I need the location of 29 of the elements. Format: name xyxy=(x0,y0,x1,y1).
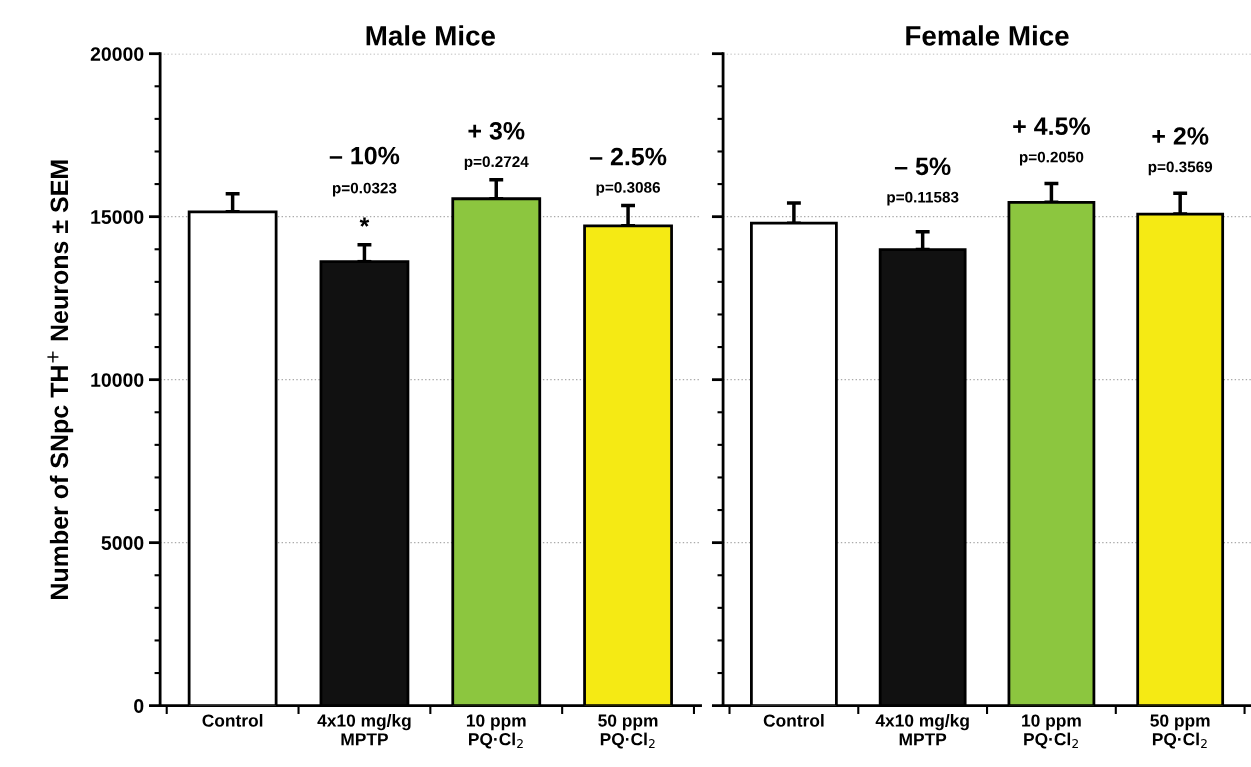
annotation: p=0.3086 xyxy=(596,181,660,196)
annotation: p=0.0323 xyxy=(332,182,397,197)
x-tick-label: 50 ppm PQ·Cl$_{2}$ xyxy=(1150,714,1210,749)
y-tick-label: 15000 xyxy=(91,210,144,224)
y-tick-label: 0 xyxy=(134,699,144,713)
x-tick-label: 50 ppm PQ·Cl$_{2}$ xyxy=(598,714,658,749)
annotation: * xyxy=(359,217,370,227)
annotation: + 3% xyxy=(468,121,525,140)
annotation: p=0.2724 xyxy=(464,156,529,171)
x-tick-label: 10 ppm PQ·Cl$_{2}$ xyxy=(466,714,526,749)
annotation: p=0.11583 xyxy=(887,191,959,206)
annotation: p=0.3569 xyxy=(1148,161,1213,176)
y-tick-label: 10000 xyxy=(91,373,144,387)
y-tick-label: 20000 xyxy=(90,47,144,61)
x-tick-label: 4x10 mg/kg MPTP xyxy=(875,713,969,746)
x-tick-label: 4x10 mg/kg MPTP xyxy=(317,713,411,746)
x-tick-label: 10 ppm PQ·Cl$_{2}$ xyxy=(1022,714,1081,749)
x-tick-label: Control xyxy=(202,713,263,727)
annotation: – 2.5% xyxy=(589,147,667,166)
annotation: + 4.5% xyxy=(1013,117,1091,136)
x-tick-label: Control xyxy=(763,713,824,727)
chart-title: Female Mice xyxy=(906,25,1069,46)
annotation: + 2% xyxy=(1152,127,1209,145)
annotation: – 5% xyxy=(894,157,951,176)
y-tick-label: 5000 xyxy=(101,536,144,550)
annotation: – 10% xyxy=(329,146,400,165)
chart-title: Male Mice xyxy=(366,25,496,46)
annotation: p=0.2050 xyxy=(1019,151,1084,166)
y-axis-title: Number of SNpc TH$^{+}$ Neurons ± SEM xyxy=(47,160,74,599)
